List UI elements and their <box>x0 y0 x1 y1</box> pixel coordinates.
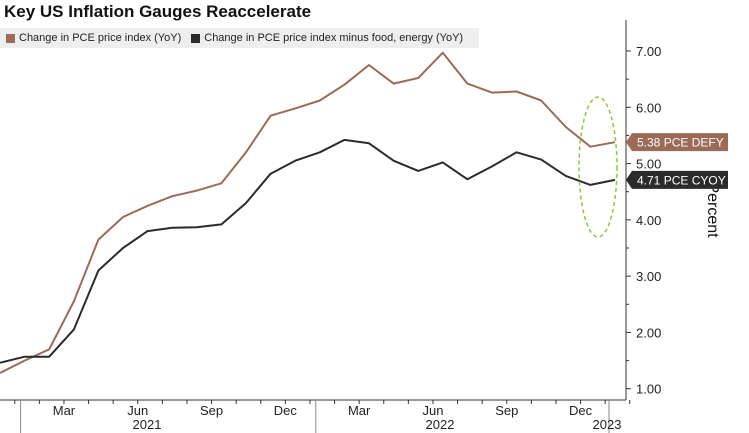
y-tick-label: 7.00 <box>636 44 661 59</box>
x-tick-label: Mar <box>348 403 371 418</box>
series-line-core-pce <box>0 138 616 364</box>
x-tick-label: Dec <box>569 403 593 418</box>
x-year-label: 2021 <box>133 417 162 432</box>
y-tick-label: 2.00 <box>636 325 661 340</box>
y-tick-label: 1.00 <box>636 382 661 397</box>
end-label-box-core-pce <box>626 170 728 189</box>
y-axis-title: Percent <box>704 182 721 238</box>
end-label-box-pce <box>626 133 728 152</box>
x-tick-label: Sep <box>495 403 518 418</box>
x-tick-label: Sep <box>200 403 223 418</box>
end-label-text-core-pce: 4.71 PCE CYOY <box>637 173 726 187</box>
chart-title: Key US Inflation Gauges Reaccelerate <box>4 2 312 21</box>
legend-label-core-pce: Change in PCE price index minus food, en… <box>204 32 464 44</box>
legend-item-pce: Change in PCE price index (YoY) <box>6 32 181 44</box>
legend-swatch-core-pce <box>191 33 201 43</box>
series-line-pce <box>0 51 616 374</box>
x-tick-label: Mar <box>53 403 76 418</box>
highlight-ellipse <box>578 96 618 238</box>
x-tick-label: Dec <box>274 403 298 418</box>
legend-item-core-pce: Change in PCE price index minus food, en… <box>191 32 463 44</box>
y-tick-label: 3.00 <box>636 269 661 284</box>
y-tick-label: 6.00 <box>636 100 661 115</box>
legend-swatch-pce <box>6 33 15 43</box>
x-year-label: 2023 <box>593 417 622 432</box>
y-tick-label: 4.00 <box>636 213 661 228</box>
x-tick-label: Jun <box>127 403 148 418</box>
y-tick-label: 5.00 <box>636 157 661 172</box>
end-label-text-pce: 5.38 PCE DEFY <box>637 136 724 150</box>
x-year-label: 2022 <box>426 417 455 432</box>
x-tick-label: Jun <box>422 403 443 418</box>
legend: Change in PCE price index (YoY) Change i… <box>0 28 480 48</box>
legend-label-pce: Change in PCE price index (YoY) <box>19 32 182 44</box>
